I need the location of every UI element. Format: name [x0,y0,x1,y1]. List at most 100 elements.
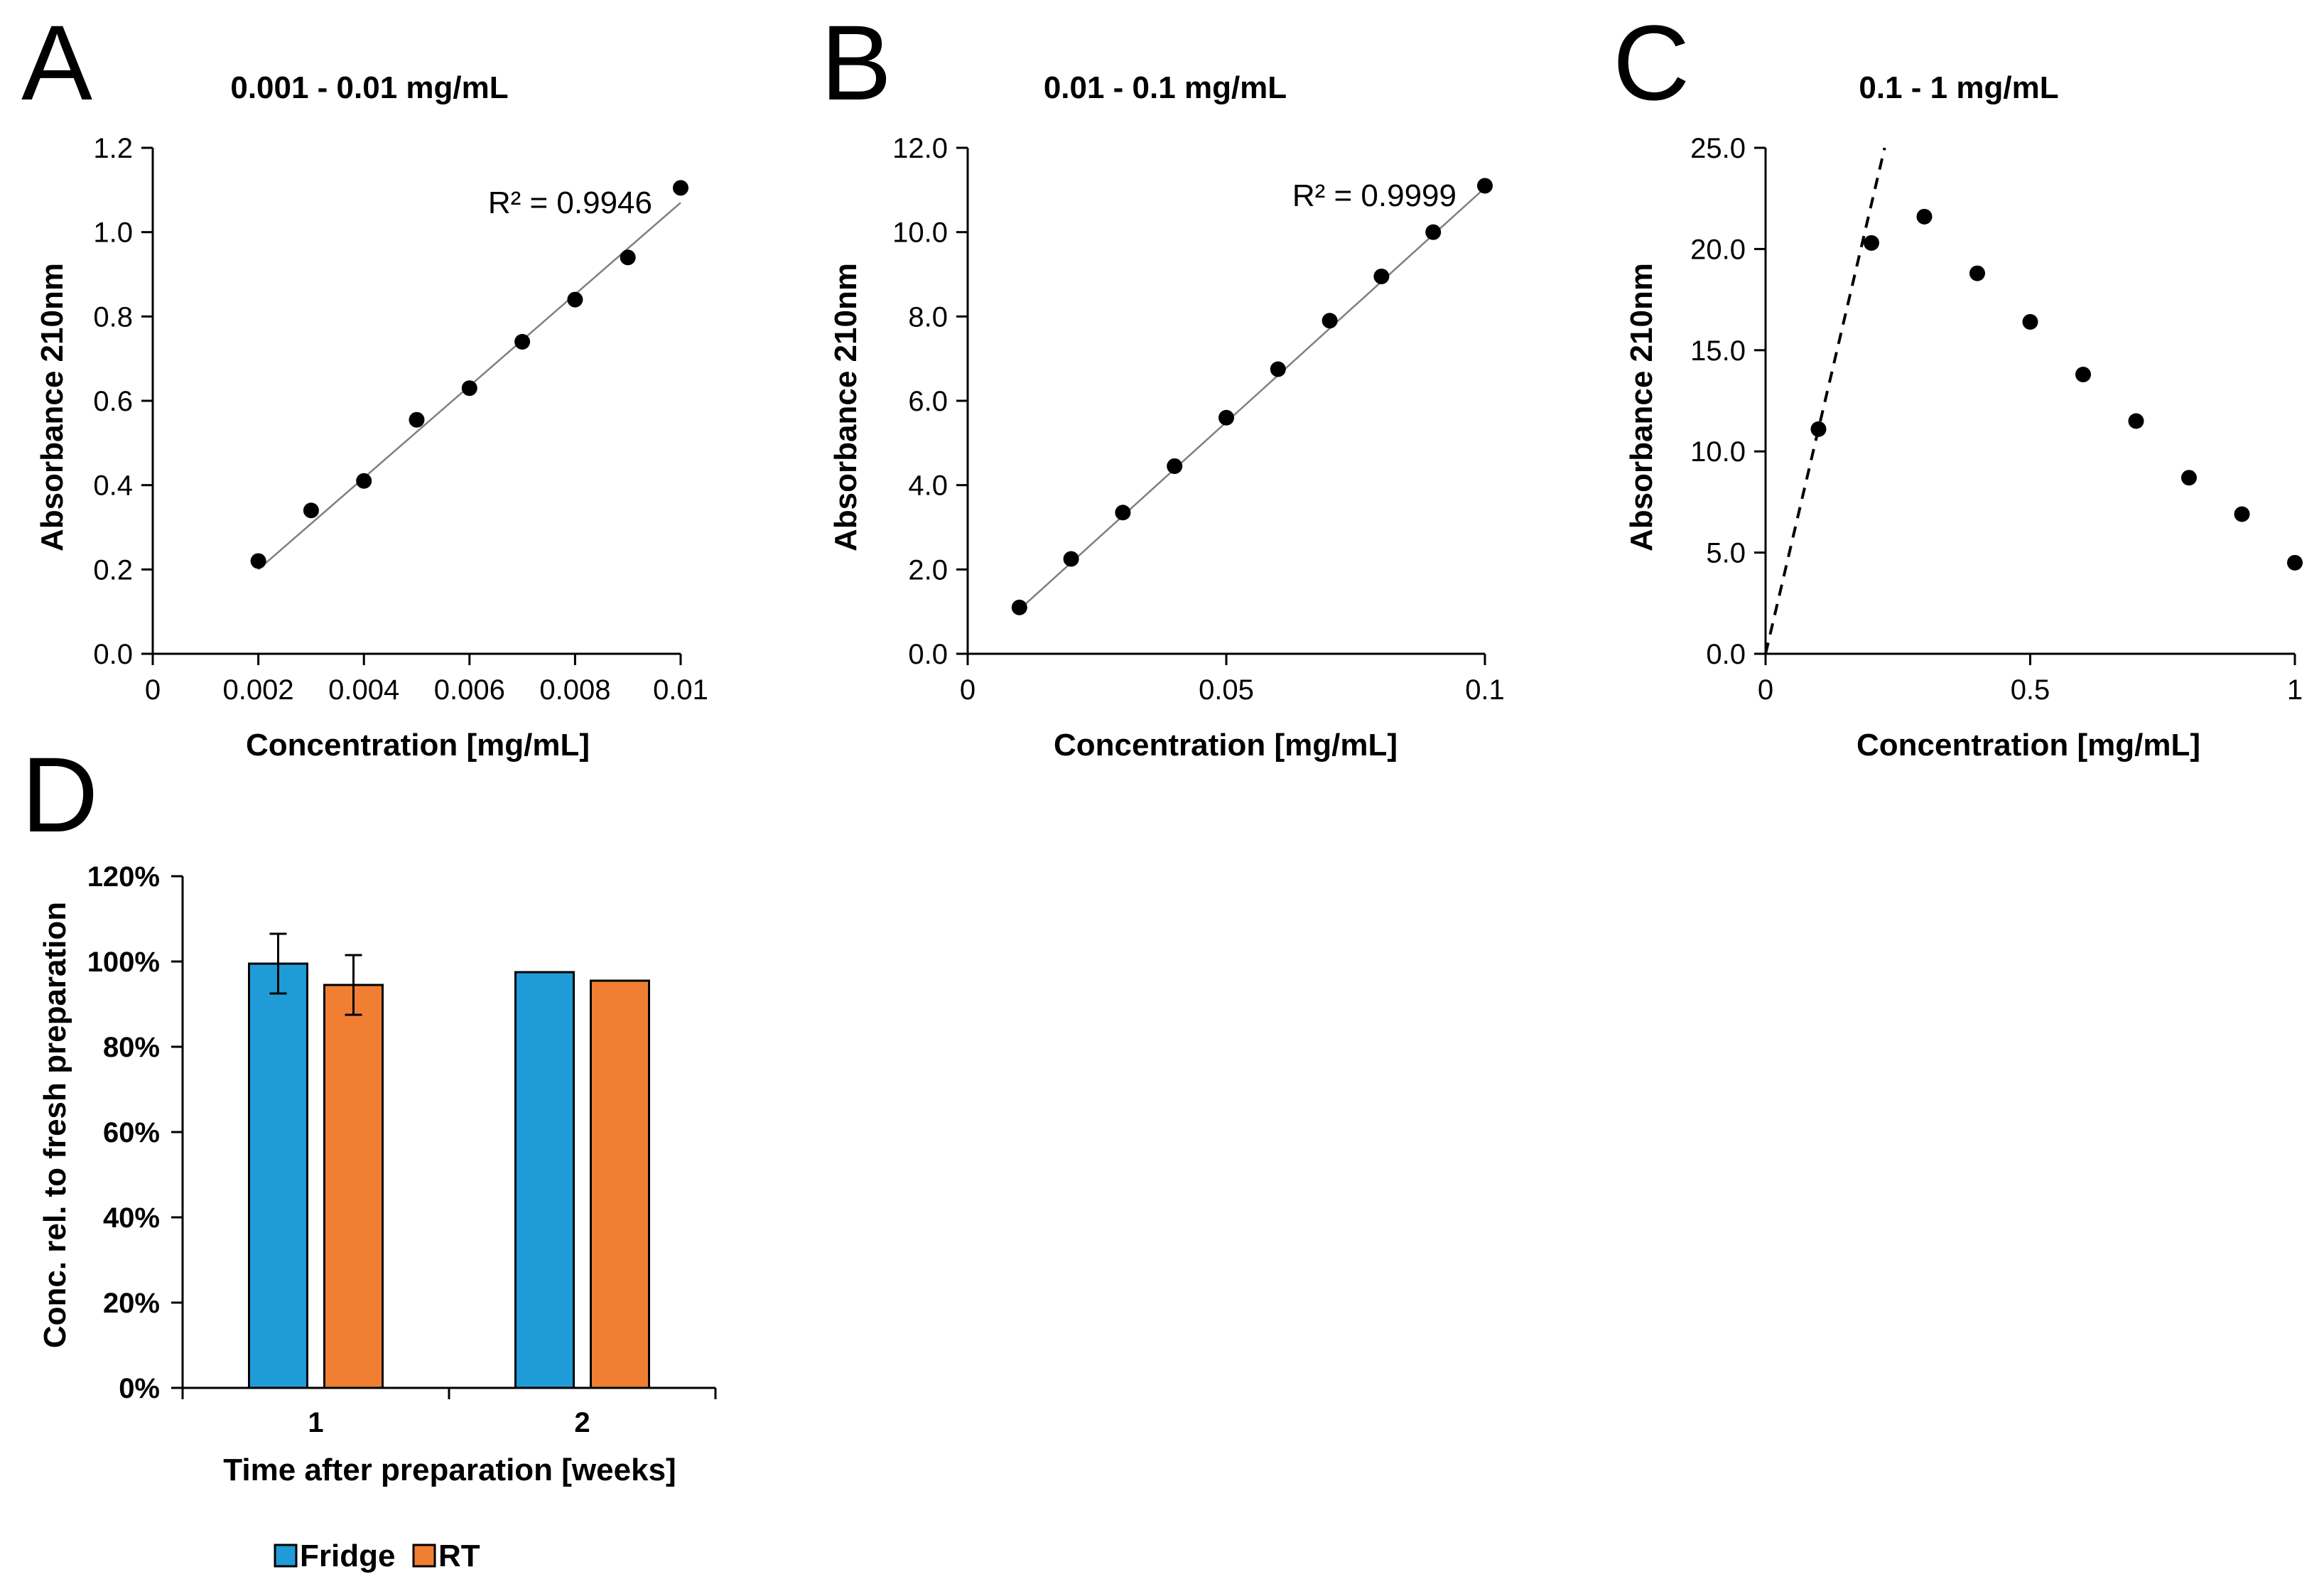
chart-a-point [567,291,583,308]
chart-b-ytick-label: 0.0 [908,639,948,670]
chart-b-point [1425,224,1442,240]
chart-b-ytick-label: 4.0 [908,470,948,502]
chart-b-r2: R² = 0.9999 [1292,178,1456,213]
chart-a-ylabel: Absorbance 210nm [35,263,70,551]
chart-b-point [1218,409,1234,426]
chart-c-point [2234,506,2250,522]
chart-b-trendline [1018,187,1486,610]
chart-c-point [2022,313,2038,330]
chart-d-ytick-label: 100% [87,947,160,978]
chart-a-ytick-label: 0.0 [93,639,133,670]
chart-b-ytick-label: 2.0 [908,554,948,586]
chart-a-ytick-label: 1.2 [93,133,133,164]
chart-a-xtick-label: 0.002 [223,674,294,706]
chart-a-ytick-label: 0.8 [93,301,133,333]
chart-b-xtick-label: 0.05 [1199,674,1254,706]
panel-letter-b: B [821,3,892,122]
chart-a-ytick-label: 0.6 [93,386,133,417]
chart-b-point [1011,599,1027,615]
chart-a-xtick-label: 0.008 [539,674,610,706]
legend-label-fridge: Fridge [300,1539,395,1573]
chart-b: 0.01 - 0.1 mg/mL Concentration [mg/mL] A… [828,70,1505,763]
chart-c-point [1864,235,1879,251]
chart-b-xlabel: Concentration [mg/mL] [1054,728,1398,763]
panel-letter-a: A [21,3,92,122]
chart-b-point [1477,178,1493,194]
chart-c-point [2075,366,2091,382]
chart-c-trendline [1764,147,1886,655]
chart-c-ytick-label: 10.0 [1690,436,1746,468]
chart-a-ytick-label: 1.0 [93,217,133,249]
legend-swatch-rt [412,1544,436,1568]
chart-b-title: 0.01 - 0.1 mg/mL [1044,70,1287,105]
chart-c-ytick-label: 5.0 [1706,538,1746,569]
chart-c-xlabel: Concentration [mg/mL] [1857,728,2200,763]
chart-b-ytick-label: 6.0 [908,386,948,417]
chart-a-point [514,333,531,350]
chart-b-ytick-label: 8.0 [908,301,948,333]
bar-fridge-week-2 [514,971,575,1389]
chart-c-point [1969,265,1985,281]
chart-a-point [250,553,266,569]
chart-b-ytick-label: 12.0 [892,133,948,164]
chart-b-point [1115,505,1131,521]
chart-b-point [1373,268,1390,284]
chart-c-ytick-label: 15.0 [1690,335,1746,367]
chart-d-ytick-label: 60% [103,1117,160,1148]
chart-b-plot: 0.0 2.0 4.0 6.0 8.0 10.0 12.0 0 0.05 0.1 [892,133,1505,706]
chart-c-ytick-label: 20.0 [1690,234,1746,265]
chart-a-point [303,502,319,519]
bar-rt-week-2 [590,979,650,1389]
legend-label-rt: RT [438,1539,480,1573]
chart-d-ytick-label: 80% [103,1032,160,1063]
chart-b-ylabel: Absorbance 210nm [828,263,863,551]
chart-d-plot: 0% 20% 40% 60% 80% 100% 120% 1 2 [87,861,717,1438]
chart-c-point [2128,413,2144,429]
chart-c-ytick-label: 0.0 [1706,639,1746,670]
chart-a-ytick-label: 0.4 [93,470,133,502]
chart-b-point [1063,551,1079,567]
chart-c-title: 0.1 - 1 mg/mL [1859,70,2058,105]
chart-d-ytick-label: 40% [103,1202,160,1234]
chart-c: 0.1 - 1 mg/mL Concentration [mg/mL] Abso… [1624,70,2303,763]
chart-b-xtick-label: 0.1 [1465,674,1505,706]
chart-a-xtick-label: 0.01 [653,674,708,706]
chart-c-point [2181,470,2197,486]
chart-a-xtick-label: 0.006 [434,674,505,706]
chart-a-ytick-label: 0.2 [93,554,133,586]
chart-a-plot: 0.0 0.2 0.4 0.6 0.8 1.0 1.2 0 0.002 0.004 0.006 0.0… [93,133,708,706]
chart-a-title: 0.001 - 0.01 mg/mL [230,70,508,105]
chart-c-point [2287,554,2303,571]
chart-d-xtick-label: 2 [574,1407,590,1438]
panel-letter-c: C [1613,3,1690,122]
chart-d-ytick-label: 20% [103,1288,160,1319]
chart-c-point [1810,421,1827,437]
chart-c-ylabel: Absorbance 210nm [1624,263,1659,551]
chart-a-xtick-label: 0.004 [328,674,399,706]
panel-letter-d: D [21,735,98,854]
chart-c-xtick-label: 0 [1758,674,1773,706]
bar-rt-week-1 [323,984,384,1389]
chart-a-r2: R² = 0.9946 [488,185,652,220]
chart-a-xtick-label: 0 [145,674,161,706]
chart-d: Time after preparation [weeks] Conc. rel… [38,861,717,1573]
legend-swatch-fridge [274,1544,298,1568]
chart-a-point [409,411,425,428]
chart-a-xlabel: Concentration [mg/mL] [246,728,590,763]
chart-a: 0.001 - 0.01 mg/mL Concentration [mg/mL]… [35,70,708,763]
chart-d-ytick-label: 120% [87,861,160,893]
chart-c-point [1916,208,1933,225]
chart-c-xtick-label: 1 [2287,674,2303,706]
chart-d-xlabel: Time after preparation [weeks] [223,1453,676,1487]
chart-c-xtick-label: 0.5 [2011,674,2050,706]
chart-d-xtick-label: 1 [308,1407,323,1438]
chart-d-ylabel: Conc. rel. to fresh preparation [38,902,72,1348]
chart-a-point [356,473,372,489]
chart-b-point [1322,313,1338,329]
chart-c-plot: 0.0 5.0 10.0 15.0 20.0 25.0 0 0.5 1 [1690,133,2303,706]
chart-d-legend: Fridge RT [274,1539,480,1573]
bar-fridge-week-1 [248,962,308,1389]
chart-b-xtick-label: 0 [960,674,975,706]
chart-b-point [1167,458,1183,474]
